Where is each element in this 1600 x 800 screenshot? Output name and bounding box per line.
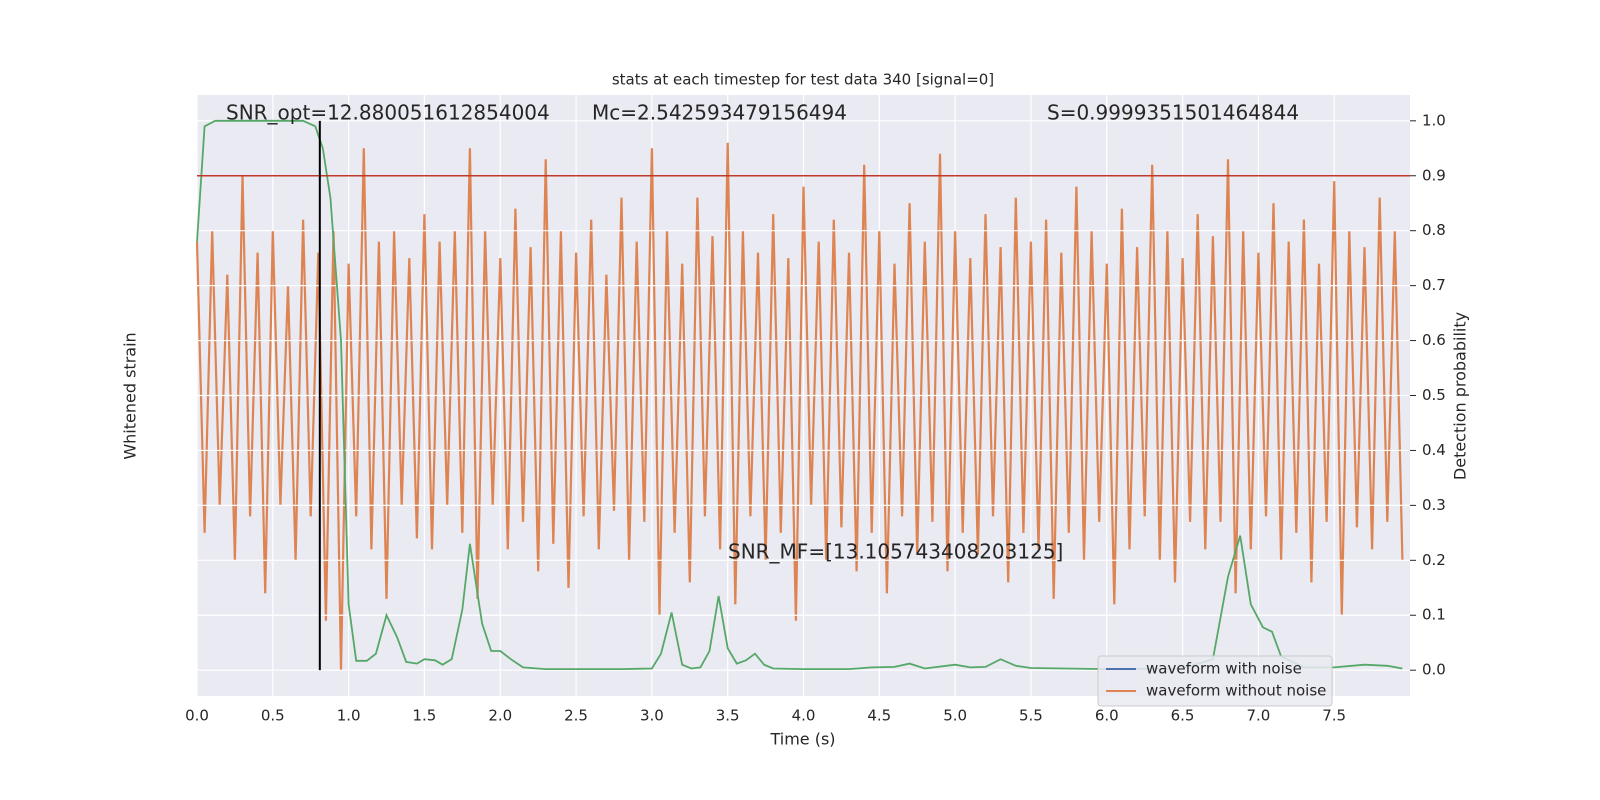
x-tick-label: 0.5 xyxy=(261,707,285,725)
y2-axis-label: Detection probability xyxy=(1451,312,1470,480)
y2-tick-label: 0.4 xyxy=(1422,441,1446,459)
chart-title: stats at each timestep for test data 340… xyxy=(612,71,994,89)
x-tick-label: 4.5 xyxy=(867,707,891,725)
y2-tick-label: 0.2 xyxy=(1422,551,1446,569)
legend: waveform with noise waveform without nois… xyxy=(1097,655,1333,707)
y2-tick-label: 0.3 xyxy=(1422,496,1446,514)
x-tick-label: 5.0 xyxy=(943,707,967,725)
y2-tick-label: 0.1 xyxy=(1422,606,1446,624)
y2-tick-label: 1.0 xyxy=(1422,111,1446,129)
legend-label: waveform with noise xyxy=(1146,660,1302,678)
y2-tick-label: 0.0 xyxy=(1422,661,1446,679)
waveform-line xyxy=(195,142,1404,671)
x-axis-label: Time (s) xyxy=(769,730,835,749)
y2-tick-label: 0.6 xyxy=(1422,331,1446,349)
y-axis-label: Whitened strain xyxy=(121,332,140,459)
legend-label: waveform without noise xyxy=(1146,682,1326,700)
x-tick-label: 4.0 xyxy=(792,707,816,725)
x-tick-label: 3.5 xyxy=(716,707,740,725)
annotation: SNR_opt=12.880051612854004 xyxy=(226,101,550,125)
x-tick-label: 7.5 xyxy=(1322,707,1346,725)
x-tick-label: 5.5 xyxy=(1019,707,1043,725)
x-tick-label: 0.0 xyxy=(185,707,209,725)
y2-tick-label: 0.7 xyxy=(1422,276,1446,294)
legend-box xyxy=(1097,655,1333,707)
x-tick-label: 2.0 xyxy=(488,707,512,725)
annotation: S=0.9999351501464844 xyxy=(1047,101,1299,125)
y2-tick-label: 0.8 xyxy=(1422,221,1446,239)
x-tick-label: 1.5 xyxy=(413,707,437,725)
annotation: SNR_MF=[13.105743408203125] xyxy=(728,540,1063,564)
x-tick-label: 1.0 xyxy=(337,707,361,725)
y2-tick-label: 0.5 xyxy=(1422,386,1446,404)
x-tick-label: 6.0 xyxy=(1095,707,1119,725)
annotation: Mc=2.542593479156494 xyxy=(592,101,847,125)
x-tick-label: 7.0 xyxy=(1246,707,1270,725)
x-tick-label: 6.5 xyxy=(1171,707,1195,725)
x-tick-label: 3.0 xyxy=(640,707,664,725)
x-tick-label: 2.5 xyxy=(564,707,588,725)
y2-tick-label: 0.9 xyxy=(1422,166,1446,184)
